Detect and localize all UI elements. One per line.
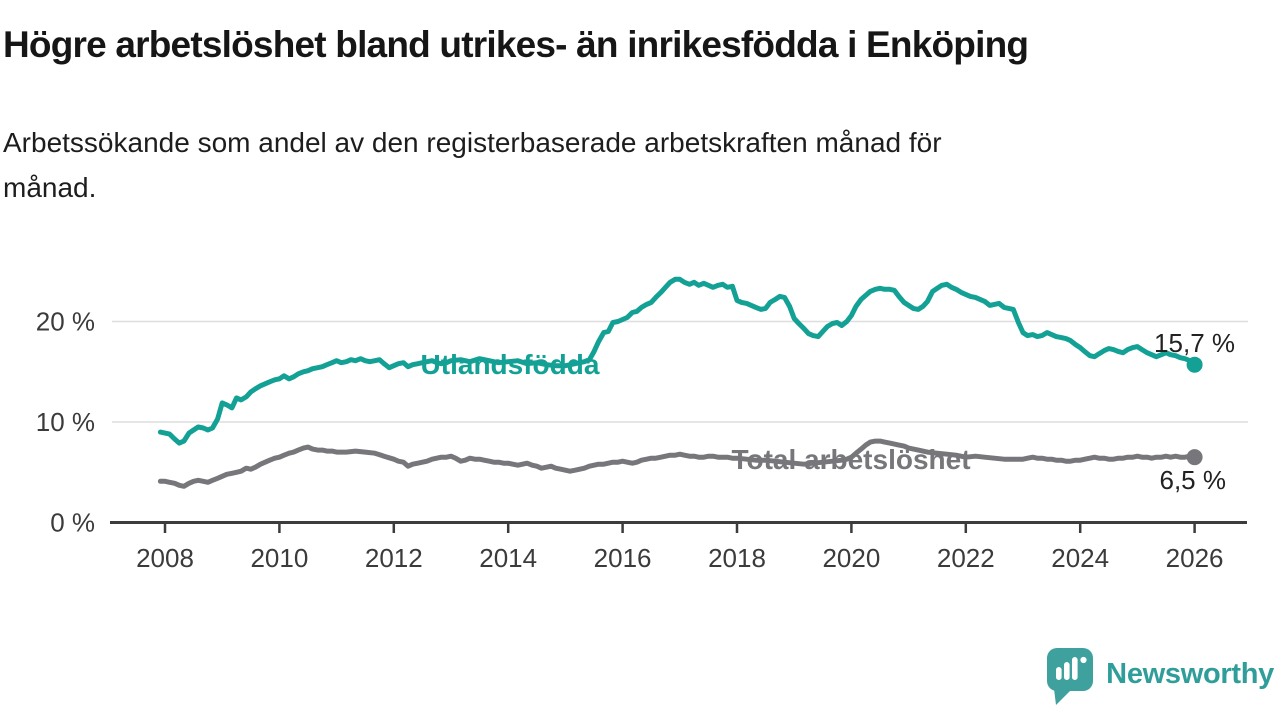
x-axis-tick-label: 2016 [594,543,652,573]
subtitle-line-1: Arbetssökande som andel av den registerb… [3,127,942,158]
newsworthy-branding: Newsworthy [1047,648,1274,706]
x-axis-tick-label: 2026 [1166,543,1224,573]
newsworthy-wordmark: Newsworthy [1106,657,1274,690]
x-axis-tick-label: 2024 [1051,543,1109,573]
chart-subtitle: Arbetssökande som andel av den registerb… [3,120,1203,210]
x-axis-tick-label: 2018 [708,543,766,573]
x-axis-tick-label: 2012 [365,543,423,573]
y-axis-tick-label: 20 % [36,307,95,337]
series-end-dot [1186,449,1203,466]
series-end-value-label: 15,7 % [1154,328,1235,358]
series-end-value-label: 6,5 % [1160,465,1227,495]
subtitle-line-2: månad. [3,172,97,203]
x-axis-tick-label: 2008 [136,543,194,573]
y-axis-tick-label: 0 % [50,508,95,538]
series-line [157,276,1198,446]
series-label: Utlandsfödda [421,349,600,380]
y-axis-tick-label: 10 % [36,407,95,437]
series-end-dot [1186,356,1203,373]
page-title: Högre arbetslöshet bland utrikes- än inr… [3,24,1029,65]
newsworthy-logo-icon [1047,648,1094,705]
x-axis-tick-label: 2020 [822,543,880,573]
x-axis-tick-label: 2022 [937,543,995,573]
series-label: Total arbetslöshet [731,444,970,475]
x-axis-tick-label: 2010 [250,543,308,573]
series-line [157,438,1198,489]
x-axis-tick-label: 2014 [479,543,537,573]
